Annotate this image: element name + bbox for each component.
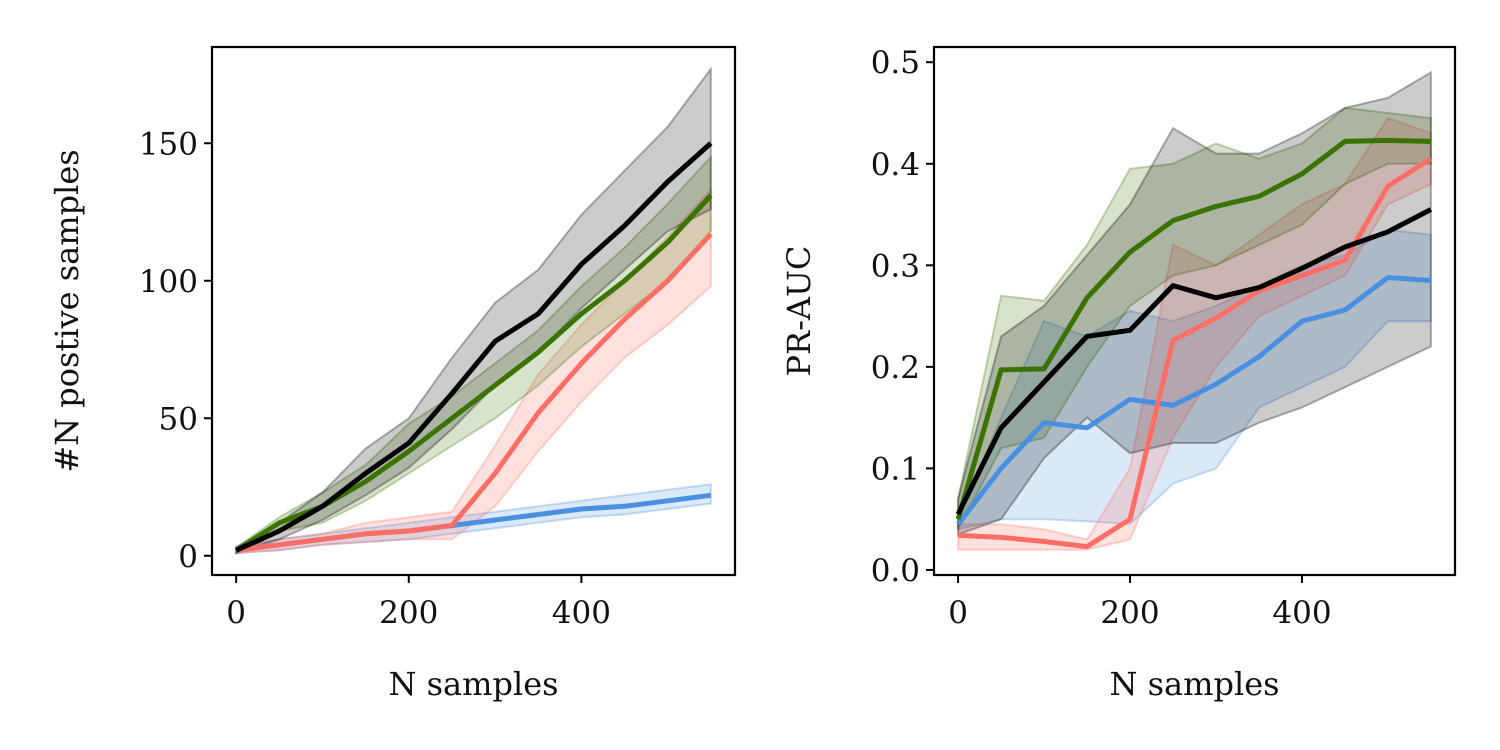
- chart1-ytick-label: 0.5: [871, 45, 920, 81]
- chart0-ytick-label: 100: [139, 264, 198, 300]
- chart1-series2-band: [957, 106, 1432, 530]
- chart1-ytick-label: 0.4: [871, 147, 920, 183]
- chart1-xlabel: N samples: [1109, 665, 1279, 703]
- chart1-ytick-label: 0.1: [871, 451, 920, 487]
- chart0-series1-band: [235, 187, 712, 555]
- chart0-series2-band: [235, 154, 712, 555]
- chart0-series1-line: [235, 232, 713, 553]
- chart0-xtick-label: 400: [552, 595, 611, 631]
- chart1-xtick-label: 400: [1272, 595, 1331, 631]
- chart0-ytick-label: 0: [178, 539, 198, 575]
- chart0-xlabel: N samples: [388, 665, 558, 703]
- chart1-xtick-label: 200: [1100, 595, 1159, 631]
- chart-pr-auc: 0 200 400 0.0 0.1 0.2 0.3 0.4 0.5 N samples PR-AUC: [780, 45, 1457, 703]
- chart1-series0-band: [957, 228, 1432, 531]
- chart0-series3-line: [235, 141, 713, 553]
- chart1-ytick-label: 0.0: [871, 553, 920, 589]
- chart0-ylabel: #N postive samples: [48, 149, 86, 472]
- chart1-frame: [932, 45, 1457, 577]
- chart0-xtick-label: 0: [226, 595, 246, 631]
- chart1-series0-line: [956, 275, 1432, 526]
- chart0-series3-band: [235, 65, 712, 555]
- chart1-series3-line: [955, 207, 1433, 516]
- chart1-series2-line: [955, 137, 1431, 520]
- chart0-frame: [210, 45, 737, 577]
- chart0-xtick-label: 200: [379, 595, 438, 631]
- chart1-series1-line: [957, 156, 1433, 550]
- chart1-ylabel: PR-AUC: [780, 246, 818, 377]
- chart1-ytick-label: 0.2: [871, 350, 920, 386]
- chart1-series1-band: [957, 116, 1432, 551]
- chart1-ytick-label: 0.3: [871, 248, 920, 284]
- chart1-xtick-label: 0: [948, 595, 968, 631]
- chart1-series3-band: [957, 70, 1432, 536]
- chart0-ytick-label: 150: [139, 126, 198, 162]
- chart-positive-samples: 0 200 400 0 50 100 150 N samples #N postive samp…: [48, 45, 737, 703]
- chart0-ytick-label: 50: [159, 401, 198, 437]
